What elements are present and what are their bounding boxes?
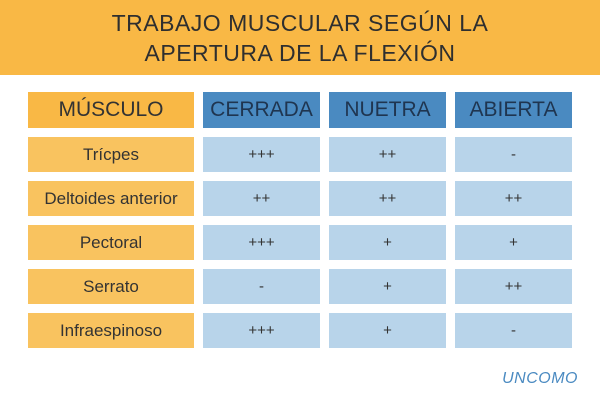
- value-cell: -: [455, 313, 572, 348]
- muscle-label: Serrato: [28, 269, 194, 304]
- title-line-1: TRABAJO MUSCULAR SEGÚN LA: [111, 9, 489, 36]
- value-cell: -: [455, 137, 572, 172]
- value-cell: ++: [455, 269, 572, 304]
- value-cell: ++: [329, 137, 446, 172]
- header-cerrada: CERRADA: [203, 92, 320, 128]
- value-cell: +: [329, 225, 446, 260]
- value-cell: +++: [203, 313, 320, 348]
- muscle-table: MÚSCULO CERRADA NUETRA ABIERTA Trícpes +…: [28, 92, 572, 348]
- muscle-label: Trícpes: [28, 137, 194, 172]
- value-cell: ++: [329, 181, 446, 216]
- title-line-2: APERTURA DE LA FLEXIÓN: [144, 39, 456, 66]
- muscle-label: Infraespinoso: [28, 313, 194, 348]
- value-cell: -: [203, 269, 320, 304]
- uncomo-logo: UNCOMO: [502, 370, 578, 387]
- header-musculo: MÚSCULO: [28, 92, 194, 128]
- header-abierta: ABIERTA: [455, 92, 572, 128]
- title-banner: TRABAJO MUSCULAR SEGÚN LA APERTURA DE LA…: [0, 0, 600, 75]
- value-cell: +: [329, 313, 446, 348]
- header-nuetra: NUETRA: [329, 92, 446, 128]
- value-cell: +++: [203, 137, 320, 172]
- muscle-label: Pectoral: [28, 225, 194, 260]
- value-cell: +: [455, 225, 572, 260]
- muscle-label: Deltoides anterior: [28, 181, 194, 216]
- value-cell: ++: [203, 181, 320, 216]
- value-cell: +++: [203, 225, 320, 260]
- value-cell: ++: [455, 181, 572, 216]
- value-cell: +: [329, 269, 446, 304]
